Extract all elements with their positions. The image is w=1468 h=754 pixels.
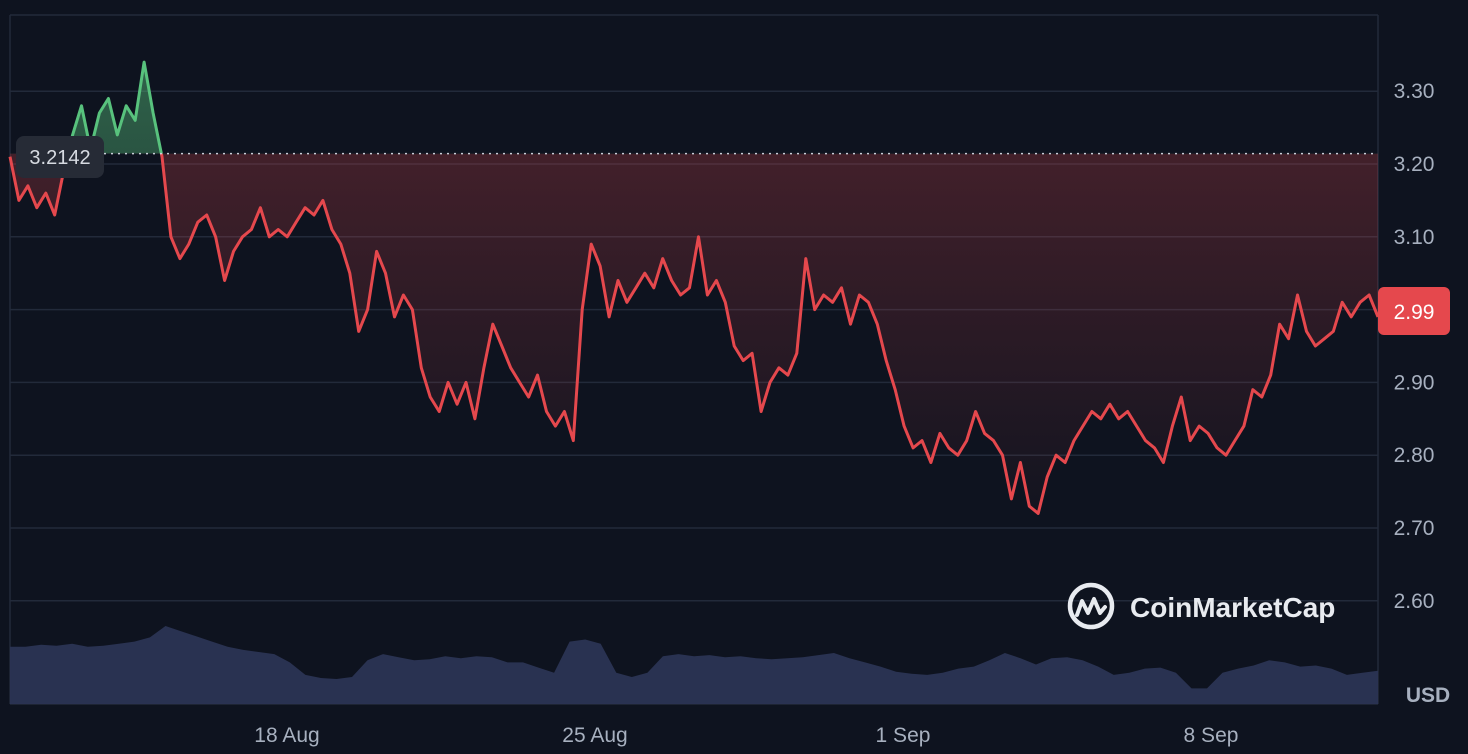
reference-value-badge: 3.2142 (16, 136, 104, 178)
y-tick-label: 2.80 (1394, 444, 1435, 467)
current-price-text: 2.99 (1394, 301, 1435, 324)
y-tick-label: 2.60 (1394, 590, 1435, 613)
current-price-badge: 2.99 (1378, 287, 1450, 335)
currency-label: USD (1406, 684, 1450, 707)
watermark-brand-text: CoinMarketCap (1130, 592, 1335, 623)
y-tick-label: 3.20 (1394, 153, 1435, 176)
area-above-reference (10, 62, 1378, 154)
x-tick-label: 8 Sep (1184, 724, 1239, 747)
watermark: CoinMarketCap (1067, 582, 1335, 630)
y-tick-label: 2.70 (1394, 517, 1435, 540)
price-line-below (8, 153, 1378, 515)
volume-area-path (10, 626, 1378, 704)
y-tick-label: 3.10 (1394, 226, 1435, 249)
area-below-reference (10, 153, 1378, 514)
price-area (10, 62, 1378, 514)
reference-value-text: 3.2142 (29, 147, 90, 169)
y-tick-label: 3.30 (1394, 80, 1435, 103)
coinmarketcap-logo-icon (1067, 582, 1115, 630)
x-tick-label: 1 Sep (876, 724, 931, 747)
x-axis: 18 Aug 25 Aug 1 Sep 8 Sep (254, 724, 1238, 747)
y-tick-label: 2.90 (1394, 371, 1435, 394)
x-tick-label: 18 Aug (254, 724, 319, 747)
price-line (8, 60, 1378, 515)
volume-area (10, 626, 1378, 704)
x-tick-label: 25 Aug (562, 724, 627, 747)
